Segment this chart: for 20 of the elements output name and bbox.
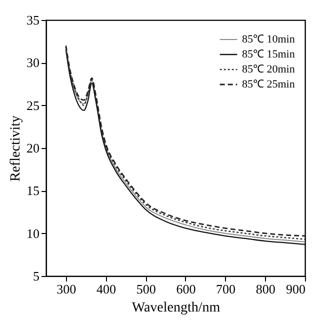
y-tick-label: 30	[26, 55, 40, 70]
x-tick-label: 300	[56, 282, 76, 296]
legend-label: 85℃ 15min	[242, 48, 296, 60]
x-tick-label: 400	[96, 282, 116, 296]
x-tick-label: 900	[286, 282, 306, 296]
legend-label: 85℃ 10min	[242, 34, 296, 46]
x-tick-label: 600	[176, 282, 196, 296]
x-axis-title: Wavelength/nm	[132, 300, 220, 316]
legend-label: 85℃ 20min	[242, 64, 296, 76]
y-axis-title: Reflectivity	[8, 115, 24, 182]
y-tick-label: 25	[26, 98, 40, 113]
x-tick-label: 800	[256, 282, 276, 296]
y-tick-label: 10	[26, 226, 40, 241]
y-tick-label: 20	[26, 140, 40, 156]
y-tick-label: 15	[26, 183, 40, 198]
legend-label: 85℃ 25min	[242, 78, 296, 90]
y-tick-label: 5	[33, 268, 40, 284]
y-tick-label: 35	[26, 12, 40, 28]
x-tick-label: 700	[216, 282, 236, 296]
x-tick-label: 500	[136, 282, 156, 296]
